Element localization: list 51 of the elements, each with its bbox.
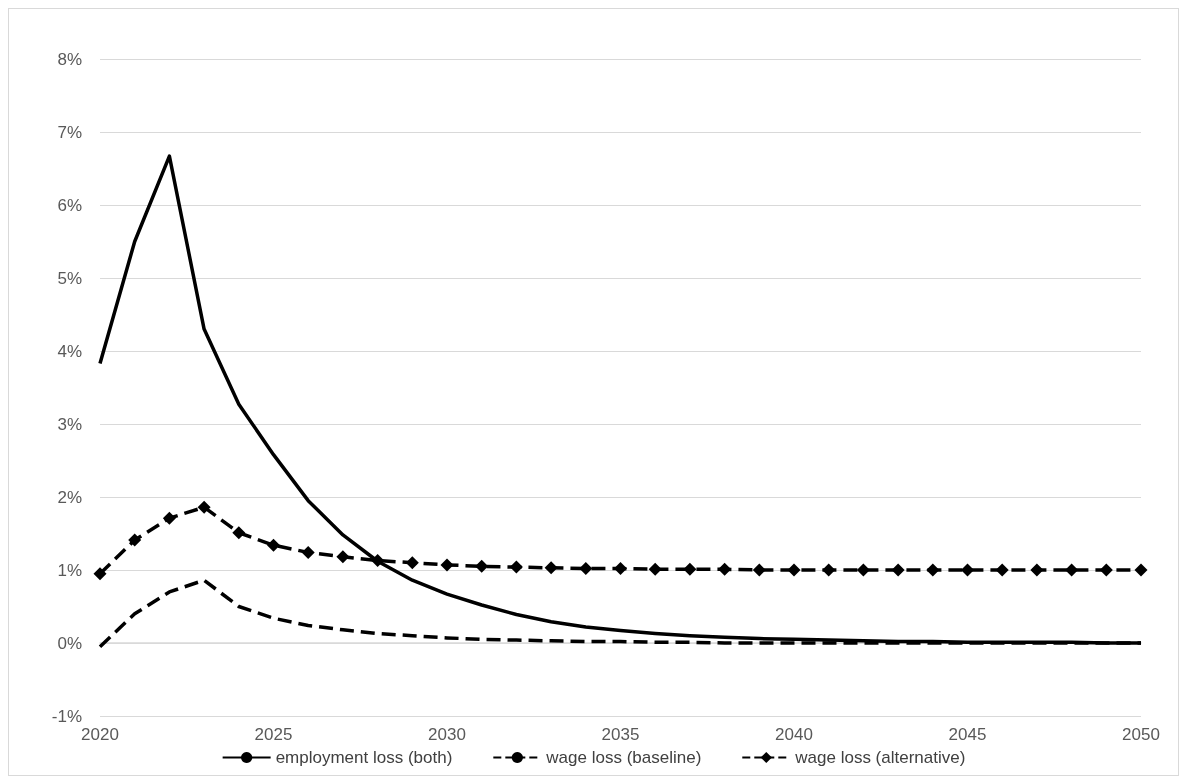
point <box>509 560 523 574</box>
point <box>128 533 142 547</box>
point <box>1030 563 1044 577</box>
point <box>93 567 107 581</box>
point <box>232 526 246 540</box>
x-tick-label: 2020 <box>81 725 119 744</box>
point <box>995 563 1009 577</box>
point <box>336 550 350 564</box>
y-tick-label: 2% <box>57 487 82 507</box>
y-tick-label: 0% <box>57 633 82 653</box>
point <box>579 562 593 576</box>
point <box>822 563 836 577</box>
x-tick-label: 2030 <box>428 725 466 744</box>
point <box>787 563 801 577</box>
point <box>197 500 211 514</box>
point <box>440 558 454 572</box>
x-tick-label: 2050 <box>1122 725 1160 744</box>
x-tick-label: 2035 <box>601 725 640 744</box>
legend-label: employment loss (both) <box>275 748 453 767</box>
point <box>856 563 870 577</box>
point <box>718 562 732 576</box>
point <box>162 511 176 525</box>
y-tick-label: 6% <box>57 195 82 215</box>
point <box>405 556 419 570</box>
point <box>648 562 662 576</box>
y-tick-label: 1% <box>57 560 82 580</box>
point <box>301 545 315 559</box>
x-tick-label: 2040 <box>775 725 813 744</box>
y-tick-label: 3% <box>57 414 82 434</box>
point <box>371 554 385 568</box>
legend-label: wage loss (alternative) <box>794 748 966 767</box>
y-tick-label: 8% <box>57 49 82 69</box>
point <box>1134 563 1148 577</box>
point <box>752 563 766 577</box>
point <box>614 562 627 576</box>
point <box>1099 563 1113 577</box>
y-tick-label: 4% <box>57 341 82 361</box>
y-tick-label: 5% <box>57 268 82 288</box>
point <box>475 559 489 573</box>
point <box>961 563 974 577</box>
y-tick-label: -1% <box>51 706 82 726</box>
y-tick-label: 7% <box>57 122 82 142</box>
legend-label: wage loss (baseline) <box>545 748 702 767</box>
point <box>926 563 940 577</box>
point <box>267 538 280 552</box>
x-tick-label: 2025 <box>254 725 293 744</box>
point <box>683 562 697 576</box>
point <box>544 561 558 575</box>
point <box>891 563 905 577</box>
x-tick-label: 2045 <box>948 725 987 744</box>
point <box>1065 563 1079 577</box>
